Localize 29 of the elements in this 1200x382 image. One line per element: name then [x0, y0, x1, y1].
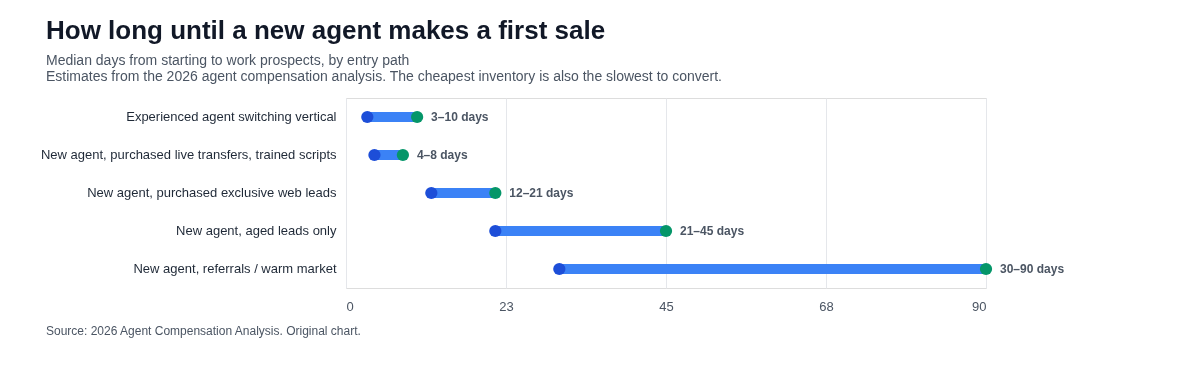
point [368, 148, 381, 162]
point [553, 262, 566, 276]
point [979, 262, 993, 276]
chart-title: How long until a new agent makes a first sale [46, 15, 606, 45]
data-label: 3–10 days [431, 110, 489, 124]
data-label: 4–8 days [416, 148, 468, 162]
y-tick-label: New agent, purchased live transfers, trained scripts [40, 147, 337, 162]
data-label: 21–45 days [680, 224, 745, 238]
data-label: 30–90 days [1000, 262, 1065, 276]
point [425, 186, 438, 200]
point [489, 186, 502, 200]
point [410, 110, 424, 124]
x-tick-label: 0 [346, 298, 354, 314]
text: Median days from starting to work prospects, by entry path [46, 52, 410, 68]
source-note: Source: 2026 Agent Compensation Analysis. Original chart. [46, 324, 361, 338]
x-tick-label: 45 [659, 298, 674, 314]
y-tick-label: New agent, purchased exclusive web leads [87, 185, 337, 200]
point [489, 224, 502, 238]
x-tick-label: 23 [499, 298, 514, 314]
x-tick-label: 90 [972, 298, 987, 314]
point [659, 224, 673, 238]
x-tick-label: 68 [819, 298, 834, 314]
data-label: 12–21 days [509, 186, 574, 200]
point [361, 110, 374, 124]
y-tick-label: New agent, referrals / warm market [133, 261, 337, 276]
y-tick-label: New agent, aged leads only [176, 223, 337, 238]
y-tick-label: Experienced agent switching vertical [126, 109, 337, 124]
text: Estimates from the 2026 agent compensation analysis. The cheapest inventory is also the slowest to convert. [46, 68, 722, 84]
point [396, 148, 410, 162]
